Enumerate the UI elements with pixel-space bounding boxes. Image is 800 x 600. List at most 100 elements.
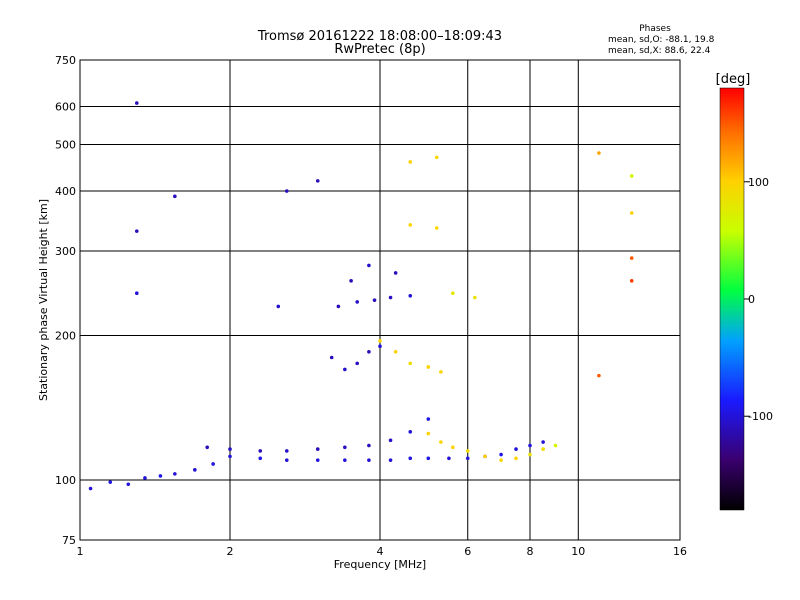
data-point [158,474,163,478]
x-tick-label: 4 [377,545,384,558]
stats-x-line: mean, sd,X: 88.6, 22.4 [608,46,711,56]
y-tick-label: 100 [55,474,76,487]
data-point [408,293,413,298]
colorbar-ticks: -100 0 100 [744,176,773,423]
colorbar-tick-label: 0 [748,293,755,306]
data-point [597,151,601,155]
data-point [434,226,439,230]
data-point [393,349,398,354]
data-point [284,458,289,462]
data-point [629,211,634,215]
data-point [388,458,393,462]
data-point [451,445,455,450]
data-point [408,456,413,461]
chart-title: Tromsø 20161222 18:08:00–18:09:43 [257,29,502,44]
plot-frame [79,59,681,541]
y-tick-label: 300 [55,245,76,258]
data-point [349,279,353,283]
data-point [367,443,371,448]
data-point [528,452,532,457]
data-point [629,256,634,260]
grid-lines [80,60,680,540]
data-point [367,349,371,354]
colorbar [719,87,745,511]
data-point [343,445,347,450]
y-axis: 75 100 200 300 400 500 600 750 [55,54,76,547]
data-point [499,452,503,457]
data-point [134,229,139,233]
data-point [228,447,232,451]
data-point [439,440,443,444]
data-point [465,449,470,453]
colorbar-label: [deg] [716,72,751,87]
data-point [343,458,347,462]
data-point [173,194,177,199]
data-point [193,468,197,472]
data-point [393,271,398,275]
data-point [315,179,320,183]
x-tick-label: 2 [227,545,234,558]
data-point [528,443,532,448]
y-tick-label: 750 [55,54,76,67]
stats-header: Phases [639,24,671,34]
data-point [514,447,518,451]
data-point [434,155,439,160]
data-point [465,456,470,461]
data-point [629,174,634,178]
data-point [355,361,359,366]
data-point [126,482,131,487]
data-point [483,454,487,459]
data-point [514,456,518,461]
data-point [276,304,281,309]
data-point [355,300,359,304]
data-point [439,370,443,374]
data-point [451,291,455,296]
data-point [426,431,431,436]
data-point [315,458,320,462]
data-point [143,476,147,480]
data-point [134,101,139,105]
data-point [258,449,263,453]
data-point [426,417,431,421]
colorbar-tick-label: 100 [748,176,769,189]
x-axis-label: Frequency [MHz] [334,558,426,571]
data-point [378,344,382,349]
data-point [597,373,601,378]
data-point [408,430,413,434]
data-point [541,440,545,444]
x-tick-label: 10 [571,545,585,558]
data-point [473,295,477,300]
data-point [367,263,371,268]
y-tick-label: 600 [55,101,76,114]
x-tick-label: 1 [77,545,84,558]
data-point [211,462,215,466]
data-points [88,101,634,491]
y-tick-label: 200 [55,330,76,343]
data-point [629,279,634,283]
data-point [329,355,334,360]
x-tick-label: 8 [527,545,534,558]
data-point [553,443,558,448]
data-point [336,304,341,309]
data-point [134,291,139,296]
colorbar-tick-label: -100 [748,410,773,423]
data-point [408,160,413,164]
data-point [367,458,371,462]
data-point [205,445,209,450]
data-point [388,438,393,443]
data-point [499,458,503,462]
data-point [284,449,289,453]
x-tick-label: 16 [673,545,687,558]
y-tick-label: 500 [55,139,76,152]
data-point [173,472,177,476]
data-point [447,456,451,461]
data-point [258,456,263,461]
y-tick-label: 400 [55,185,76,198]
y-tick-label: 75 [62,534,76,547]
data-point [108,480,113,484]
data-point [372,298,377,302]
x-axis: 1 2 4 6 8 10 16 [77,545,688,558]
data-point [88,486,93,491]
data-point [388,295,393,300]
